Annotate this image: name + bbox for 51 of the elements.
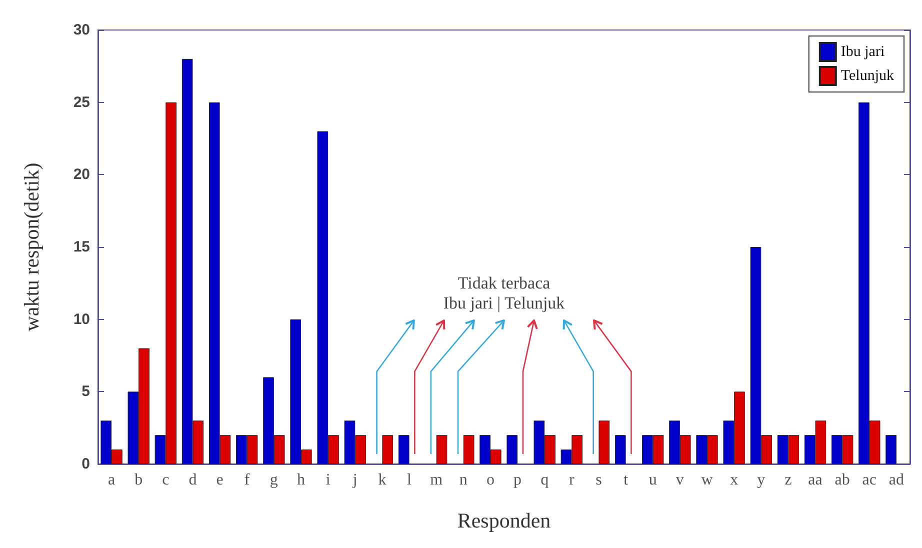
x-tick-label: ac <box>862 472 876 488</box>
x-tick-label: q <box>540 472 549 488</box>
x-tick-label: a <box>108 472 116 488</box>
x-tick-label: b <box>134 472 143 488</box>
y-tick-label: 15 <box>73 238 90 256</box>
y-tick-label: 0 <box>82 456 90 472</box>
bar <box>506 435 518 464</box>
x-tick-label: y <box>757 472 766 488</box>
x-tick-label: f <box>244 472 250 488</box>
x-tick-label: l <box>407 472 412 488</box>
annotation: Tidak terbaca <box>458 273 551 292</box>
x-tick-label: ab <box>834 472 850 488</box>
bar <box>382 435 394 464</box>
bar <box>463 435 474 464</box>
x-tick-label: ad <box>888 472 904 488</box>
x-tick-label: x <box>730 472 738 488</box>
x-tick-label: z <box>784 472 792 488</box>
bar <box>886 435 896 464</box>
x-tick-label: e <box>216 472 224 488</box>
annotation: Ibu jari | Telunjuk <box>443 293 566 312</box>
y-tick-label: 30 <box>73 22 90 38</box>
x-tick-label: c <box>162 472 170 488</box>
x-axis-title: Responden <box>457 508 552 532</box>
x-tick-label: g <box>270 472 278 488</box>
y-tick-label: 10 <box>73 310 90 328</box>
bar <box>598 420 610 464</box>
bar <box>436 435 448 464</box>
legend-label: Ibu jari <box>840 44 885 60</box>
x-tick-label: p <box>514 472 522 488</box>
x-tick-label: o <box>486 472 494 488</box>
x-tick-label: r <box>569 472 576 488</box>
y-tick-label: 25 <box>73 94 90 111</box>
x-tick-label: d <box>188 472 197 488</box>
x-tick-label: t <box>624 472 629 488</box>
legend-label: Telunjuk <box>840 68 894 84</box>
x-tick-label: n <box>459 472 468 488</box>
x-tick-label: j <box>352 472 358 488</box>
y-tick-label: 20 <box>73 166 90 184</box>
bar <box>398 435 410 464</box>
x-tick-label: k <box>378 472 386 488</box>
x-tick-label: h <box>297 472 305 488</box>
x-tick-label: s <box>596 472 602 488</box>
bar <box>614 435 626 464</box>
x-tick-label: i <box>326 472 331 488</box>
x-tick-label: w <box>701 472 714 488</box>
x-tick-label: aa <box>808 472 822 488</box>
y-axis-title: waktu respon(detik) <box>20 162 44 332</box>
x-tick-label: u <box>648 472 657 488</box>
x-tick-label: m <box>430 472 444 488</box>
y-tick-label: 5 <box>82 383 90 400</box>
x-tick-label: v <box>676 472 684 488</box>
